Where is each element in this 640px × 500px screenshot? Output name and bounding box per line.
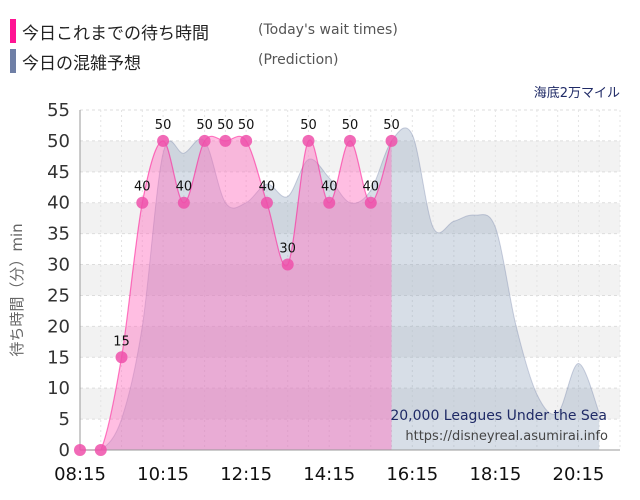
actual-area	[80, 136, 392, 451]
data-label: 50	[196, 118, 213, 133]
attraction-name: 海底2万マイル	[533, 86, 620, 101]
y-tick-label: 0	[59, 440, 70, 461]
legend-prediction: 今日の混雑予想	[10, 48, 141, 74]
actual-point	[198, 134, 211, 147]
data-label: 40	[176, 180, 193, 195]
actual-point	[281, 258, 294, 271]
x-tick-label: 08:15	[54, 464, 106, 485]
legend-prediction-label: 今日の混雑予想	[22, 53, 141, 74]
actual-point	[344, 134, 356, 147]
actual-point	[240, 134, 253, 147]
actual-point	[260, 196, 273, 209]
grid-band	[80, 202, 620, 234]
actual-point	[115, 351, 128, 364]
prediction-line	[79, 127, 600, 451]
actual-point	[323, 196, 336, 209]
y-tick-label: 50	[47, 131, 70, 152]
x-tick-label: 14:15	[303, 464, 355, 485]
actual-point	[302, 134, 315, 147]
y-tick-label: 35	[47, 224, 70, 245]
x-tick-label: 16:15	[386, 464, 438, 485]
data-label: 40	[134, 180, 151, 195]
credit-english-name: 20,000 Leagues Under the Sea	[390, 408, 607, 424]
data-label: 50	[217, 118, 234, 133]
y-tick-label: 15	[47, 347, 70, 368]
y-tick-label: 20	[47, 316, 70, 337]
data-label: 50	[342, 118, 359, 133]
actual-line	[79, 135, 393, 451]
y-tick-label: 45	[47, 162, 70, 183]
data-label: 40	[259, 180, 276, 195]
y-tick-label: 10	[47, 378, 70, 399]
data-label: 50	[383, 118, 400, 133]
actual-point	[364, 196, 377, 209]
actual-point	[177, 196, 190, 209]
data-label: 40	[321, 180, 338, 195]
y-tick-label: 30	[47, 255, 70, 276]
data-label: 40	[362, 180, 379, 195]
actual-point	[385, 134, 398, 147]
grid-band	[80, 357, 620, 389]
x-tick-label: 12:15	[220, 464, 272, 485]
actual-point	[74, 444, 86, 456]
legend-actual-swatch	[10, 19, 16, 43]
y-tick-label: 5	[59, 409, 70, 430]
actual-point	[219, 134, 232, 147]
y-tick-label: 25	[47, 285, 70, 306]
y-axis-label: 待ち時間（分）min	[8, 223, 26, 356]
actual-point	[94, 444, 107, 456]
x-tick-label: 18:15	[469, 464, 521, 485]
legend-prediction-sub: (Prediction)	[258, 52, 339, 68]
data-label: 50	[238, 118, 255, 133]
data-label: 50	[155, 118, 172, 133]
x-tick-label: 20:15	[553, 464, 605, 485]
data-label: 30	[279, 242, 296, 257]
data-label: 15	[113, 334, 130, 349]
legend-actual-sub: (Today's wait times)	[258, 22, 398, 38]
prediction-area	[80, 127, 600, 450]
grid-band	[80, 419, 620, 450]
actual-point	[157, 134, 170, 147]
y-tick-label: 40	[47, 193, 70, 214]
x-tick-label: 10:15	[137, 464, 189, 485]
actual-point	[136, 196, 149, 209]
legend-prediction-swatch	[10, 49, 16, 73]
grid-band	[80, 233, 620, 265]
legend-actual: 今日これまでの待ち時間	[10, 18, 209, 44]
credit-url: https://disneyreal.asumirai.info	[405, 429, 608, 444]
data-label: 50	[300, 118, 317, 133]
y-tick-label: 55	[47, 100, 70, 121]
grid-band	[80, 388, 620, 420]
legend-actual-label: 今日これまでの待ち時間	[22, 23, 209, 44]
